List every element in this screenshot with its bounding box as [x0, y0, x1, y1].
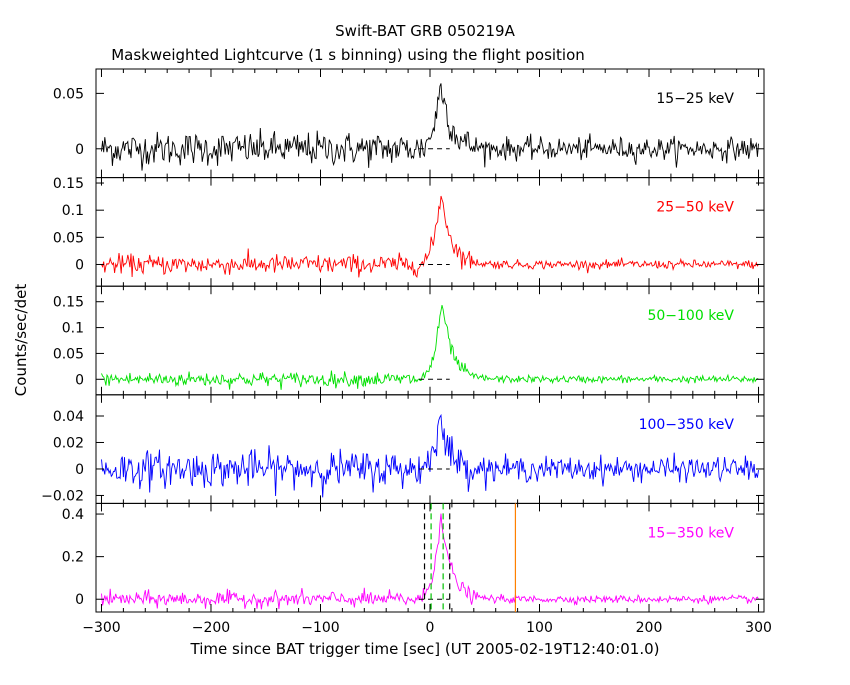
- lightcurve-series: [101, 195, 759, 278]
- lightcurve-series: [101, 413, 759, 498]
- lightcurve-series: [101, 304, 759, 390]
- y-tick-label: 0.4: [62, 507, 84, 523]
- y-tick-label: 0.05: [53, 230, 84, 246]
- band-label: 50−100 keV: [647, 308, 734, 324]
- x-tick-label: −100: [301, 620, 339, 636]
- x-tick-label: −200: [192, 620, 230, 636]
- x-tick-label: −300: [82, 620, 120, 636]
- y-tick-label: 0.1: [62, 203, 84, 219]
- y-tick-label: 0.1: [62, 321, 84, 337]
- y-tick-label: 0: [75, 372, 84, 388]
- y-tick-label: 0.2: [62, 550, 84, 566]
- panels-group: 0 0.05 15−25 keV 0 0.05 0.1 0.15 25−50 keV 0 0.05…: [41, 68, 772, 636]
- y-tick-label: 0: [75, 142, 84, 158]
- y-tick-label: 0.15: [53, 176, 84, 192]
- panel-frame: [95, 177, 765, 287]
- lightcurve-series: [101, 513, 759, 610]
- panel-2: 0 0.05 0.1 0.15 25−50 keV: [53, 176, 765, 287]
- y-tick-label: 0.05: [53, 346, 84, 362]
- panel-3: 0 0.05 0.1 0.15 50−100 keV: [53, 285, 765, 396]
- y-tick-label: −0.02: [41, 488, 84, 504]
- panel-4: −0.02 0 0.02 0.04 100−350 keV: [41, 394, 765, 504]
- x-tick-label: 300: [745, 620, 772, 636]
- y-tick-label: 0: [75, 257, 84, 273]
- band-label: 15−25 keV: [656, 91, 734, 107]
- y-axis-label: Counts/sec/det: [12, 284, 30, 397]
- y-tick-label: 0.15: [53, 295, 84, 311]
- x-tick-label: 200: [636, 620, 663, 636]
- y-tick-label: 0: [75, 592, 84, 608]
- x-tick-label: 100: [526, 620, 553, 636]
- x-axis-label: Time since BAT trigger time [sec] (UT 20…: [190, 640, 660, 658]
- y-tick-label: 0.05: [53, 86, 84, 102]
- panel-1: 0 0.05 15−25 keV: [53, 68, 765, 179]
- chart-subtitle: Maskweighted Lightcurve (1 s binning) us…: [111, 46, 585, 64]
- x-tick-label: 0: [426, 620, 435, 636]
- panel-frame: [95, 394, 765, 504]
- panel-5: 0 0.2 0.4 15−350 keV −300 −200 −100 0 100 200 300: [62, 502, 772, 636]
- y-tick-label: 0.02: [53, 435, 84, 451]
- lightcurve-series: [101, 83, 759, 171]
- chart-title: Swift-BAT GRB 050219A: [335, 22, 515, 40]
- band-label: 15−350 keV: [647, 525, 734, 541]
- y-tick-label: 0.04: [53, 409, 84, 425]
- panel-frame: [95, 502, 765, 613]
- panel-frame: [95, 68, 765, 179]
- band-label: 25−50 keV: [656, 200, 734, 216]
- band-label: 100−350 keV: [639, 417, 735, 433]
- y-tick-label: 0: [75, 462, 84, 478]
